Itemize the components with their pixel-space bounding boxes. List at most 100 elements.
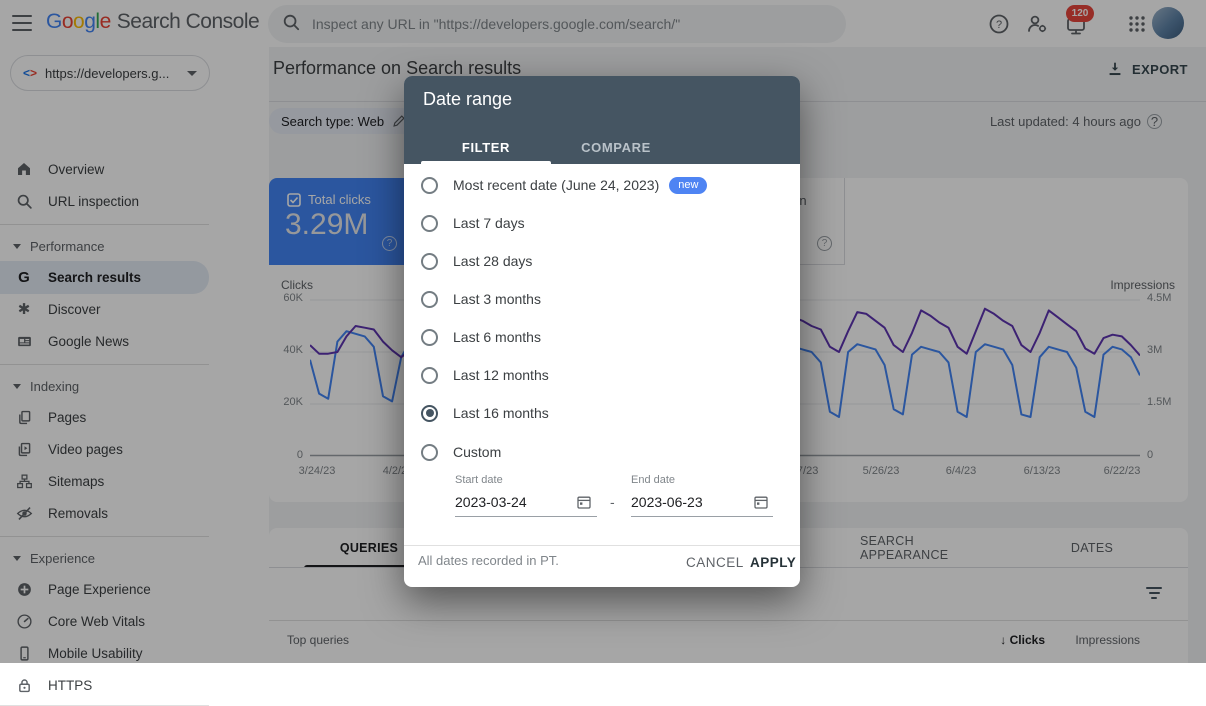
tile-label: Total clicks [308,192,371,207]
sidebar-item-url-inspection[interactable]: URL inspection [0,185,209,217]
right-axis-title: Impressions [1110,278,1175,292]
eye-off-icon [14,505,34,522]
x-tick: 3/24/23 [298,465,336,477]
total-clicks-tile[interactable]: Total clicks 3.29M ? [269,178,413,265]
date-range-separator: - [610,494,615,510]
dialog-footer-divider [404,545,800,546]
y-tick: 3M [1147,344,1163,356]
url-inspection-searchbar [268,5,846,43]
x-tick: 6/4/23 [945,465,977,477]
y-tick: 20K [283,396,303,408]
radio-option-last-28-days[interactable]: Last 28 days [421,248,532,274]
sidebar-item-page-experience[interactable]: Page Experience [0,573,209,605]
tab-dates[interactable]: DATES [1070,541,1114,555]
end-date-input[interactable] [631,494,773,517]
search-type-chip[interactable]: Search type: Web [269,108,419,134]
sidebar-item-search-results[interactable]: G Search results [0,261,209,294]
y-tick: 1.5M [1147,396,1172,408]
tab-queries[interactable]: QUERIES [339,541,399,555]
sidebar-item-https[interactable]: HTTPS [0,669,209,701]
radio-icon [421,366,438,384]
sidebar-item-pages[interactable]: Pages [0,401,209,433]
radio-icon [421,328,438,346]
column-header-top-queries: Top queries [287,633,350,647]
property-selector[interactable]: <> https://developers.g... [10,55,210,91]
dialog-tab-filter[interactable]: FILTER [461,139,511,155]
sidebar-item-google-news[interactable]: Google News [0,325,209,357]
radio-icon [421,176,438,194]
collapse-triangle-icon [13,555,21,561]
page-title: Performance on Search results [273,58,522,78]
sidebar-section-indexing[interactable]: Indexing [0,377,209,395]
radio-icon [421,252,438,270]
avatar[interactable] [1152,7,1184,39]
sidebar-section-experience[interactable]: Experience [0,549,209,567]
sidebar-item-video-pages[interactable]: Video pages [0,433,209,465]
export-button[interactable]: EXPORT [1106,60,1188,78]
mobile-icon [14,645,34,662]
news-icon [14,333,34,350]
radio-option-last-3-months[interactable]: Last 3 months [421,286,541,312]
radio-option-last-16-months[interactable]: Last 16 months [421,400,549,426]
radio-option-last-7-days[interactable]: Last 7 days [421,210,525,236]
property-label: https://developers.g... [45,65,170,81]
search-input[interactable] [310,15,832,33]
radio-icon [421,290,438,308]
user-settings-icon[interactable] [1024,11,1050,37]
app-logo: Google Search Console [46,10,260,34]
help-circle-icon[interactable]: ? [1147,114,1162,129]
radio-option-last-6-months[interactable]: Last 6 months [421,324,541,350]
sidebar-divider [0,536,209,537]
sidebar-divider [0,364,209,365]
sidebar-divider [0,224,209,225]
collapse-triangle-icon [13,383,21,389]
help-icon[interactable]: ? [986,11,1012,37]
discover-icon: ✱ [17,301,31,318]
logo-google: Google [46,10,111,33]
column-header-clicks[interactable]: ↓ Clicks [1000,633,1045,647]
collapse-triangle-icon [13,243,21,249]
radio-option-most-recent[interactable]: Most recent date (June 24, 2023) new [421,172,708,198]
logo-product-name: Search Console [116,10,260,33]
google-g-icon: G [18,269,30,286]
video-pages-icon [14,441,34,458]
sidebar-item-discover[interactable]: ✱ Discover [0,293,209,325]
y-tick: 4.5M [1147,292,1172,304]
filter-list-icon[interactable] [1146,587,1162,599]
y-tick: 0 [1147,449,1154,461]
sidebar-item-removals[interactable]: Removals [0,497,209,529]
radio-option-last-12-months[interactable]: Last 12 months [421,362,549,388]
sidebar-item-sitemaps[interactable]: Sitemaps [0,465,209,497]
sidebar-item-mobile-usability[interactable]: Mobile Usability [0,637,209,669]
sidebar-section-performance[interactable]: Performance [0,237,209,255]
end-date-label: End date [631,474,676,486]
magnifier-icon [14,193,34,210]
core-web-vitals-item[interactable]: Core Web Vitals [0,605,209,637]
x-tick: 6/13/23 [1023,465,1061,477]
dialog-active-tab-underline [421,161,551,164]
sidebar-item-overview[interactable]: Overview [0,153,209,185]
radio-option-custom[interactable]: Custom [421,439,501,465]
dialog-header [404,76,800,164]
tile-value: 3.29M [285,208,369,241]
calendar-icon[interactable] [576,494,592,510]
help-circle-icon[interactable]: ? [382,236,397,251]
help-circle-icon[interactable]: ? [817,236,832,251]
dialog-tab-compare[interactable]: COMPARE [581,139,651,155]
menu-icon[interactable] [12,15,32,31]
apps-grid-icon[interactable] [1124,11,1150,37]
start-date-input[interactable] [455,494,597,517]
active-tab-underline [304,565,434,568]
property-icon: <> [23,66,38,80]
date-range-dialog: Date range FILTER COMPARE Most recent da… [404,76,800,587]
column-header-impressions[interactable]: Impressions [1075,633,1140,647]
gauge-icon [14,613,34,630]
cancel-button[interactable]: CANCEL [686,555,744,570]
tab-search-appearance[interactable]: SEARCH APPEARANCE [860,534,949,562]
x-tick: 5/26/23 [862,465,900,477]
calendar-icon[interactable] [753,494,769,510]
start-date-label: Start date [455,474,503,486]
checkbox-checked-icon [287,192,301,207]
notification-count-badge: 120 [1066,5,1094,22]
apply-button[interactable]: APPLY [750,555,797,570]
